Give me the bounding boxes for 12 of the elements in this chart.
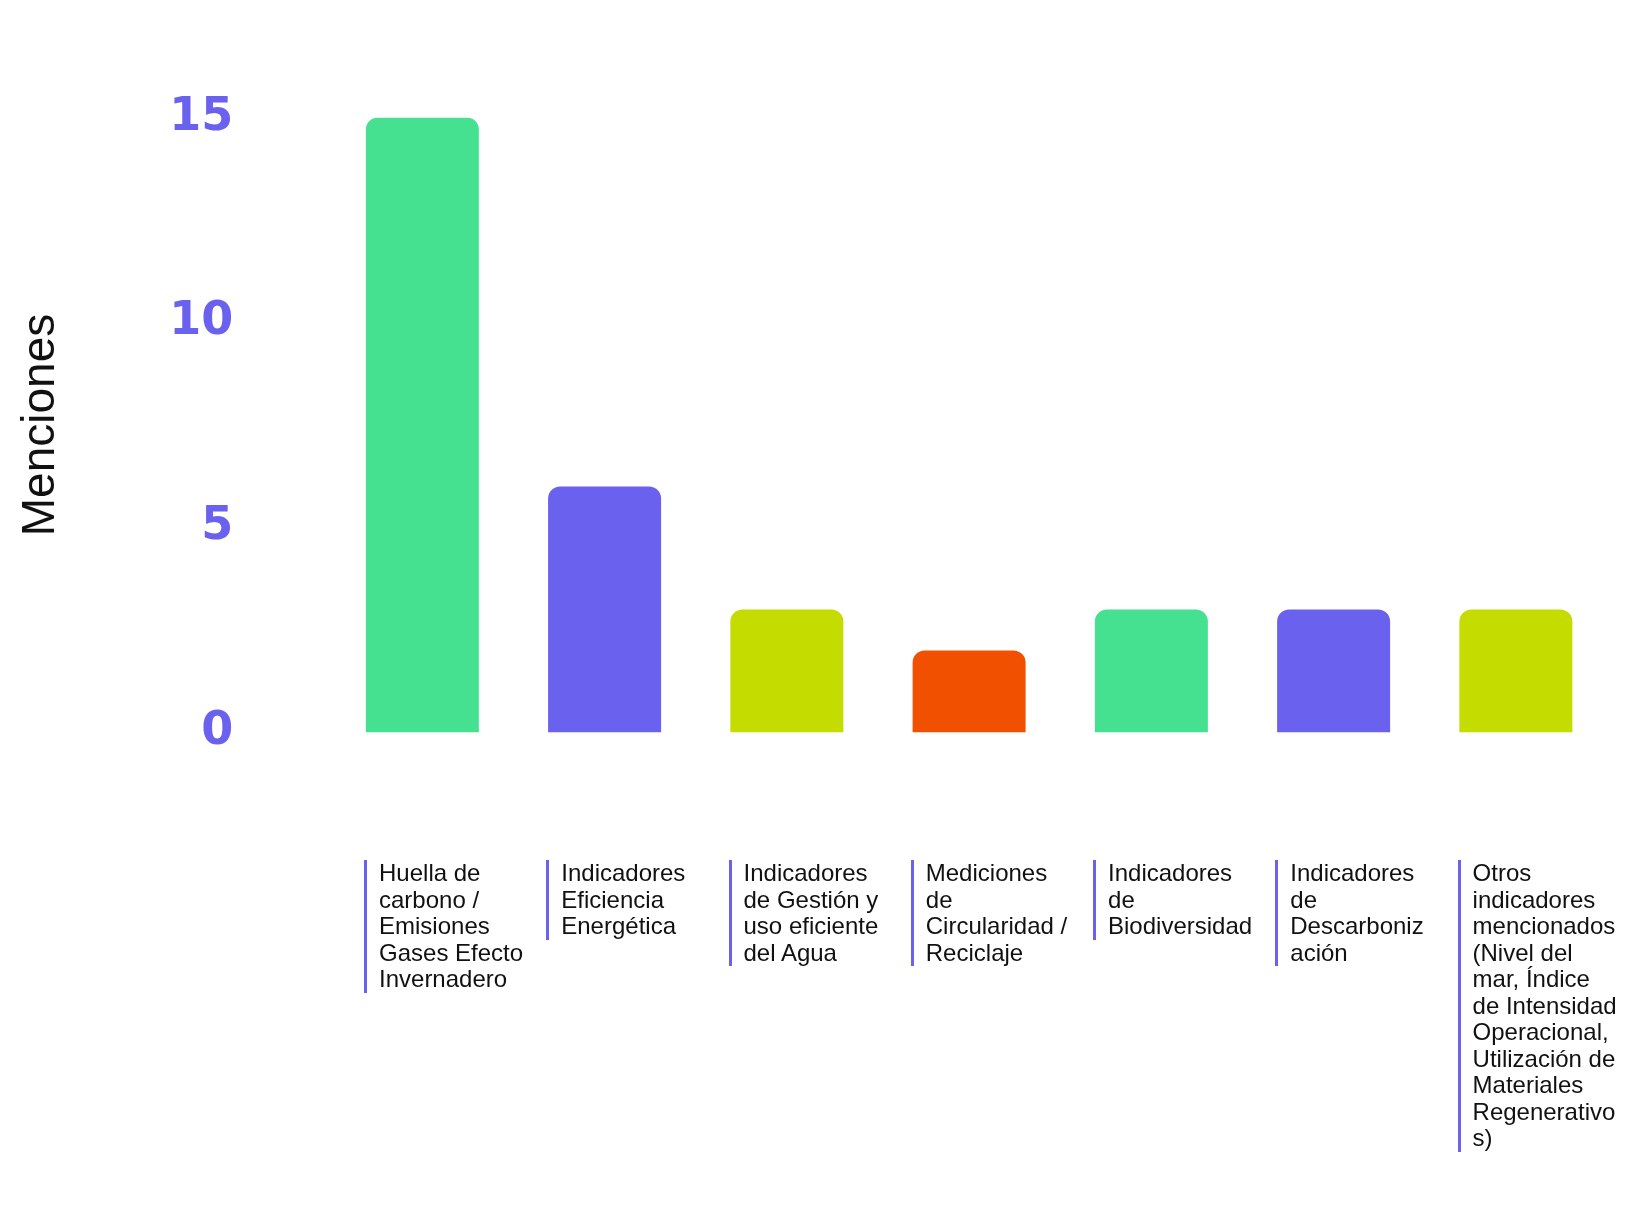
x-tick-label: Indicadores de Descarbonización: [1275, 859, 1437, 966]
x-tick-label: Huella de carbono / Emisiones Gases Efecto Invernadero: [364, 859, 525, 993]
x-tick-label: Indicadores de Gestión y uso eficiente del Agua: [728, 859, 890, 966]
y-tick-label: 10: [169, 291, 234, 346]
x-tick-label: Mediciones de Circularidad / Reciclaje: [910, 859, 1072, 966]
y-tick-label: 15: [169, 86, 234, 141]
y-tick-label: 0: [201, 701, 234, 756]
y-axis-title: Menciones: [12, 313, 65, 537]
category-label: Otros indicadores mencionados (Nivel del mar, Índice de Intensidad Operacional, Utilización de Materiales Regenerativos): [1472, 859, 1617, 1151]
y-tick-label: 5: [201, 496, 234, 551]
x-tick-label: Indicadores de Biodiversidad: [1093, 859, 1254, 940]
x-tick-label: Indicadores Eficiencia Energética: [546, 859, 708, 940]
